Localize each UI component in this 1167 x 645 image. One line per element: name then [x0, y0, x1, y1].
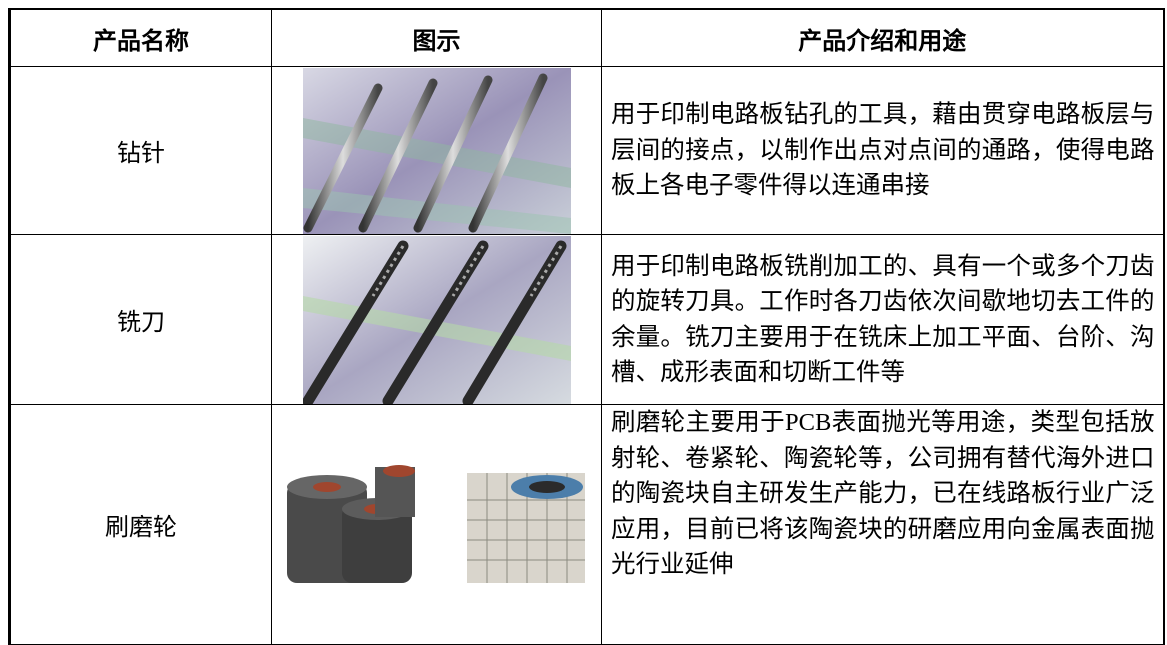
- product-table: 产品名称 图示 产品介绍和用途 钻针 用于印制电路板钻孔的工具，藉由贯穿电路板层…: [8, 8, 1165, 645]
- product-name: 钻针: [8, 66, 272, 235]
- row: 刷磨轮 刷磨轮主要用于PCB表面抛光等用途，类型包括放射轮、卷紧轮、陶瓷轮等，公…: [8, 404, 1165, 645]
- drill-image: [302, 67, 571, 234]
- router-image: [302, 235, 571, 404]
- product-description: 刷磨轮主要用于PCB表面抛光等用途，类型包括放射轮、卷紧轮、陶瓷轮等，公司拥有替…: [601, 404, 1165, 645]
- product-name: 刷磨轮: [8, 404, 272, 645]
- row: 钻针 用于印制电路板钻孔的工具，藉由贯穿电路板层与层间的接点，以制作出点对点间的…: [8, 66, 1165, 235]
- image-cell: [271, 234, 602, 405]
- wheel-image: [286, 464, 585, 583]
- header-cell: 产品介绍和用途: [601, 8, 1165, 67]
- product-description: 用于印制电路板钻孔的工具，藉由贯穿电路板层与层间的接点，以制作出点对点间的通路，…: [601, 66, 1165, 235]
- product-description: 用于印制电路板铣削加工的、具有一个或多个刀齿的旋转刀具。工作时各刀齿依次间歇地切…: [601, 234, 1165, 405]
- header-cell: 产品名称: [8, 8, 272, 67]
- row: 铣刀 用于印制电路板铣削加工的、具有一个或多个刀齿的旋转刀具。工作时各刀齿依次间…: [8, 234, 1165, 405]
- header-cell: 图示: [271, 8, 602, 67]
- image-cell: [271, 404, 602, 645]
- header-row: 产品名称 图示 产品介绍和用途: [8, 8, 1165, 67]
- product-name: 铣刀: [8, 234, 272, 405]
- image-cell: [271, 66, 602, 235]
